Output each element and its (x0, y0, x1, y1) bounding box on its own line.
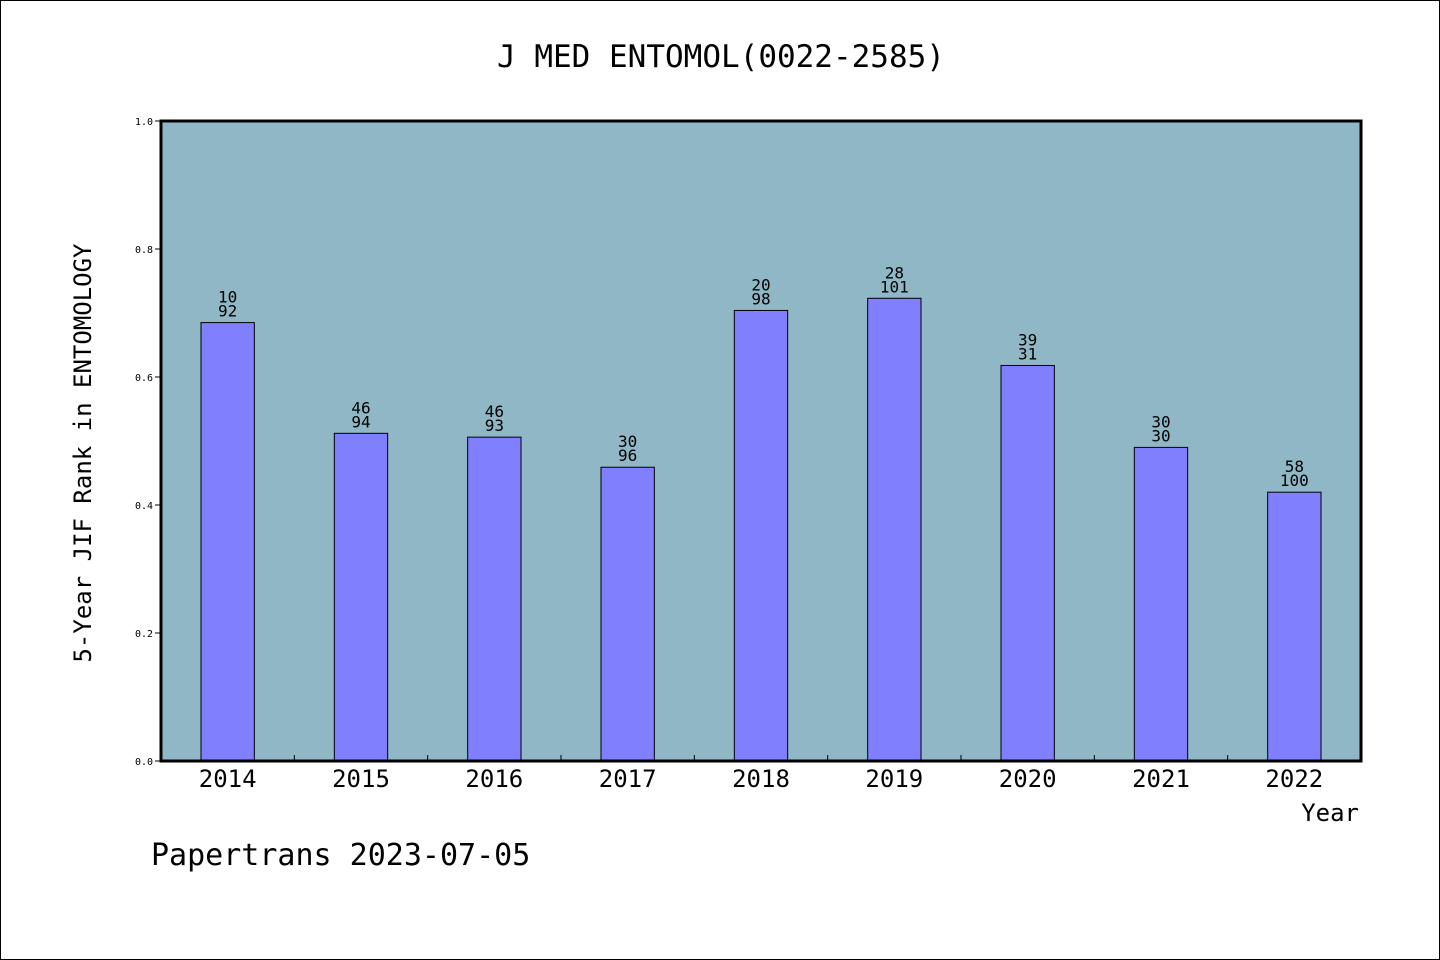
x-tick-label: 2019 (865, 765, 923, 793)
bar-label-bottom: 92 (218, 302, 237, 321)
bar-2021 (1133, 446, 1189, 762)
footer-text: Papertrans 2023-07-05 (151, 838, 530, 873)
bar-2015 (333, 432, 389, 762)
bar-label-top: 46 (485, 402, 504, 421)
x-tick-label: 2018 (732, 765, 790, 793)
x-tick-label: 2020 (999, 765, 1057, 793)
bar-label-bottom: 101 (880, 277, 909, 296)
bar-label-bottom: 100 (1280, 471, 1309, 490)
bar-label-top: 30 (1151, 412, 1170, 431)
y-tick-label: 0.8 (135, 245, 153, 256)
bar-label-bottom: 93 (485, 416, 504, 435)
y-axis: 0.0 0.2 0.4 0.6 0.8 1.0 (135, 117, 161, 768)
bar-2017 (600, 466, 655, 762)
chart-title: J MED ENTOMOL(0022-2585) (497, 39, 945, 75)
bar-label-top: 28 (885, 263, 904, 282)
y-tick-label: 0.2 (135, 629, 153, 640)
bar-label-top: 46 (351, 398, 370, 417)
x-tick-label: 2016 (465, 765, 523, 793)
bar-2016 (467, 436, 522, 762)
bar-label-bottom: 31 (1018, 344, 1037, 363)
y-tick-label: 1.0 (135, 117, 153, 128)
bar-label-bottom: 96 (618, 446, 637, 465)
bar-2022 (1267, 491, 1322, 762)
y-tick-label: 0.0 (135, 757, 153, 768)
bar-label-top: 30 (618, 432, 637, 451)
bar-label-top: 20 (751, 275, 770, 294)
x-tick-label: 2017 (599, 765, 657, 793)
x-tick-label: 2022 (1265, 765, 1323, 793)
bar-2014 (200, 322, 255, 762)
bar-2019 (867, 297, 922, 762)
bar-label-top: 10 (218, 288, 237, 307)
y-axis-label: 5-Year JIF Rank in ENTOMOLOGY (69, 243, 97, 663)
x-tick-label: 2014 (199, 765, 257, 793)
bar-2018 (733, 309, 789, 762)
bar-label-bottom: 94 (351, 412, 370, 431)
bar-2020 (1000, 364, 1055, 762)
bar-label-top: 39 (1018, 330, 1037, 349)
bar-label-bottom: 30 (1151, 426, 1170, 445)
y-tick-label: 0.4 (135, 501, 153, 512)
x-tick-label: 2015 (332, 765, 390, 793)
x-axis: 2014 2015 2016 2017 2018 2019 2020 2021 2022 (199, 755, 1323, 793)
x-tick-label: 2021 (1132, 765, 1190, 793)
plot-border (159, 119, 1363, 763)
bar-label-bottom: 98 (751, 289, 770, 308)
bar-label-top: 58 (1285, 457, 1304, 476)
x-axis-label: Year (1301, 799, 1359, 827)
bars-group (200, 297, 1322, 762)
y-tick-label: 0.6 (135, 373, 153, 384)
